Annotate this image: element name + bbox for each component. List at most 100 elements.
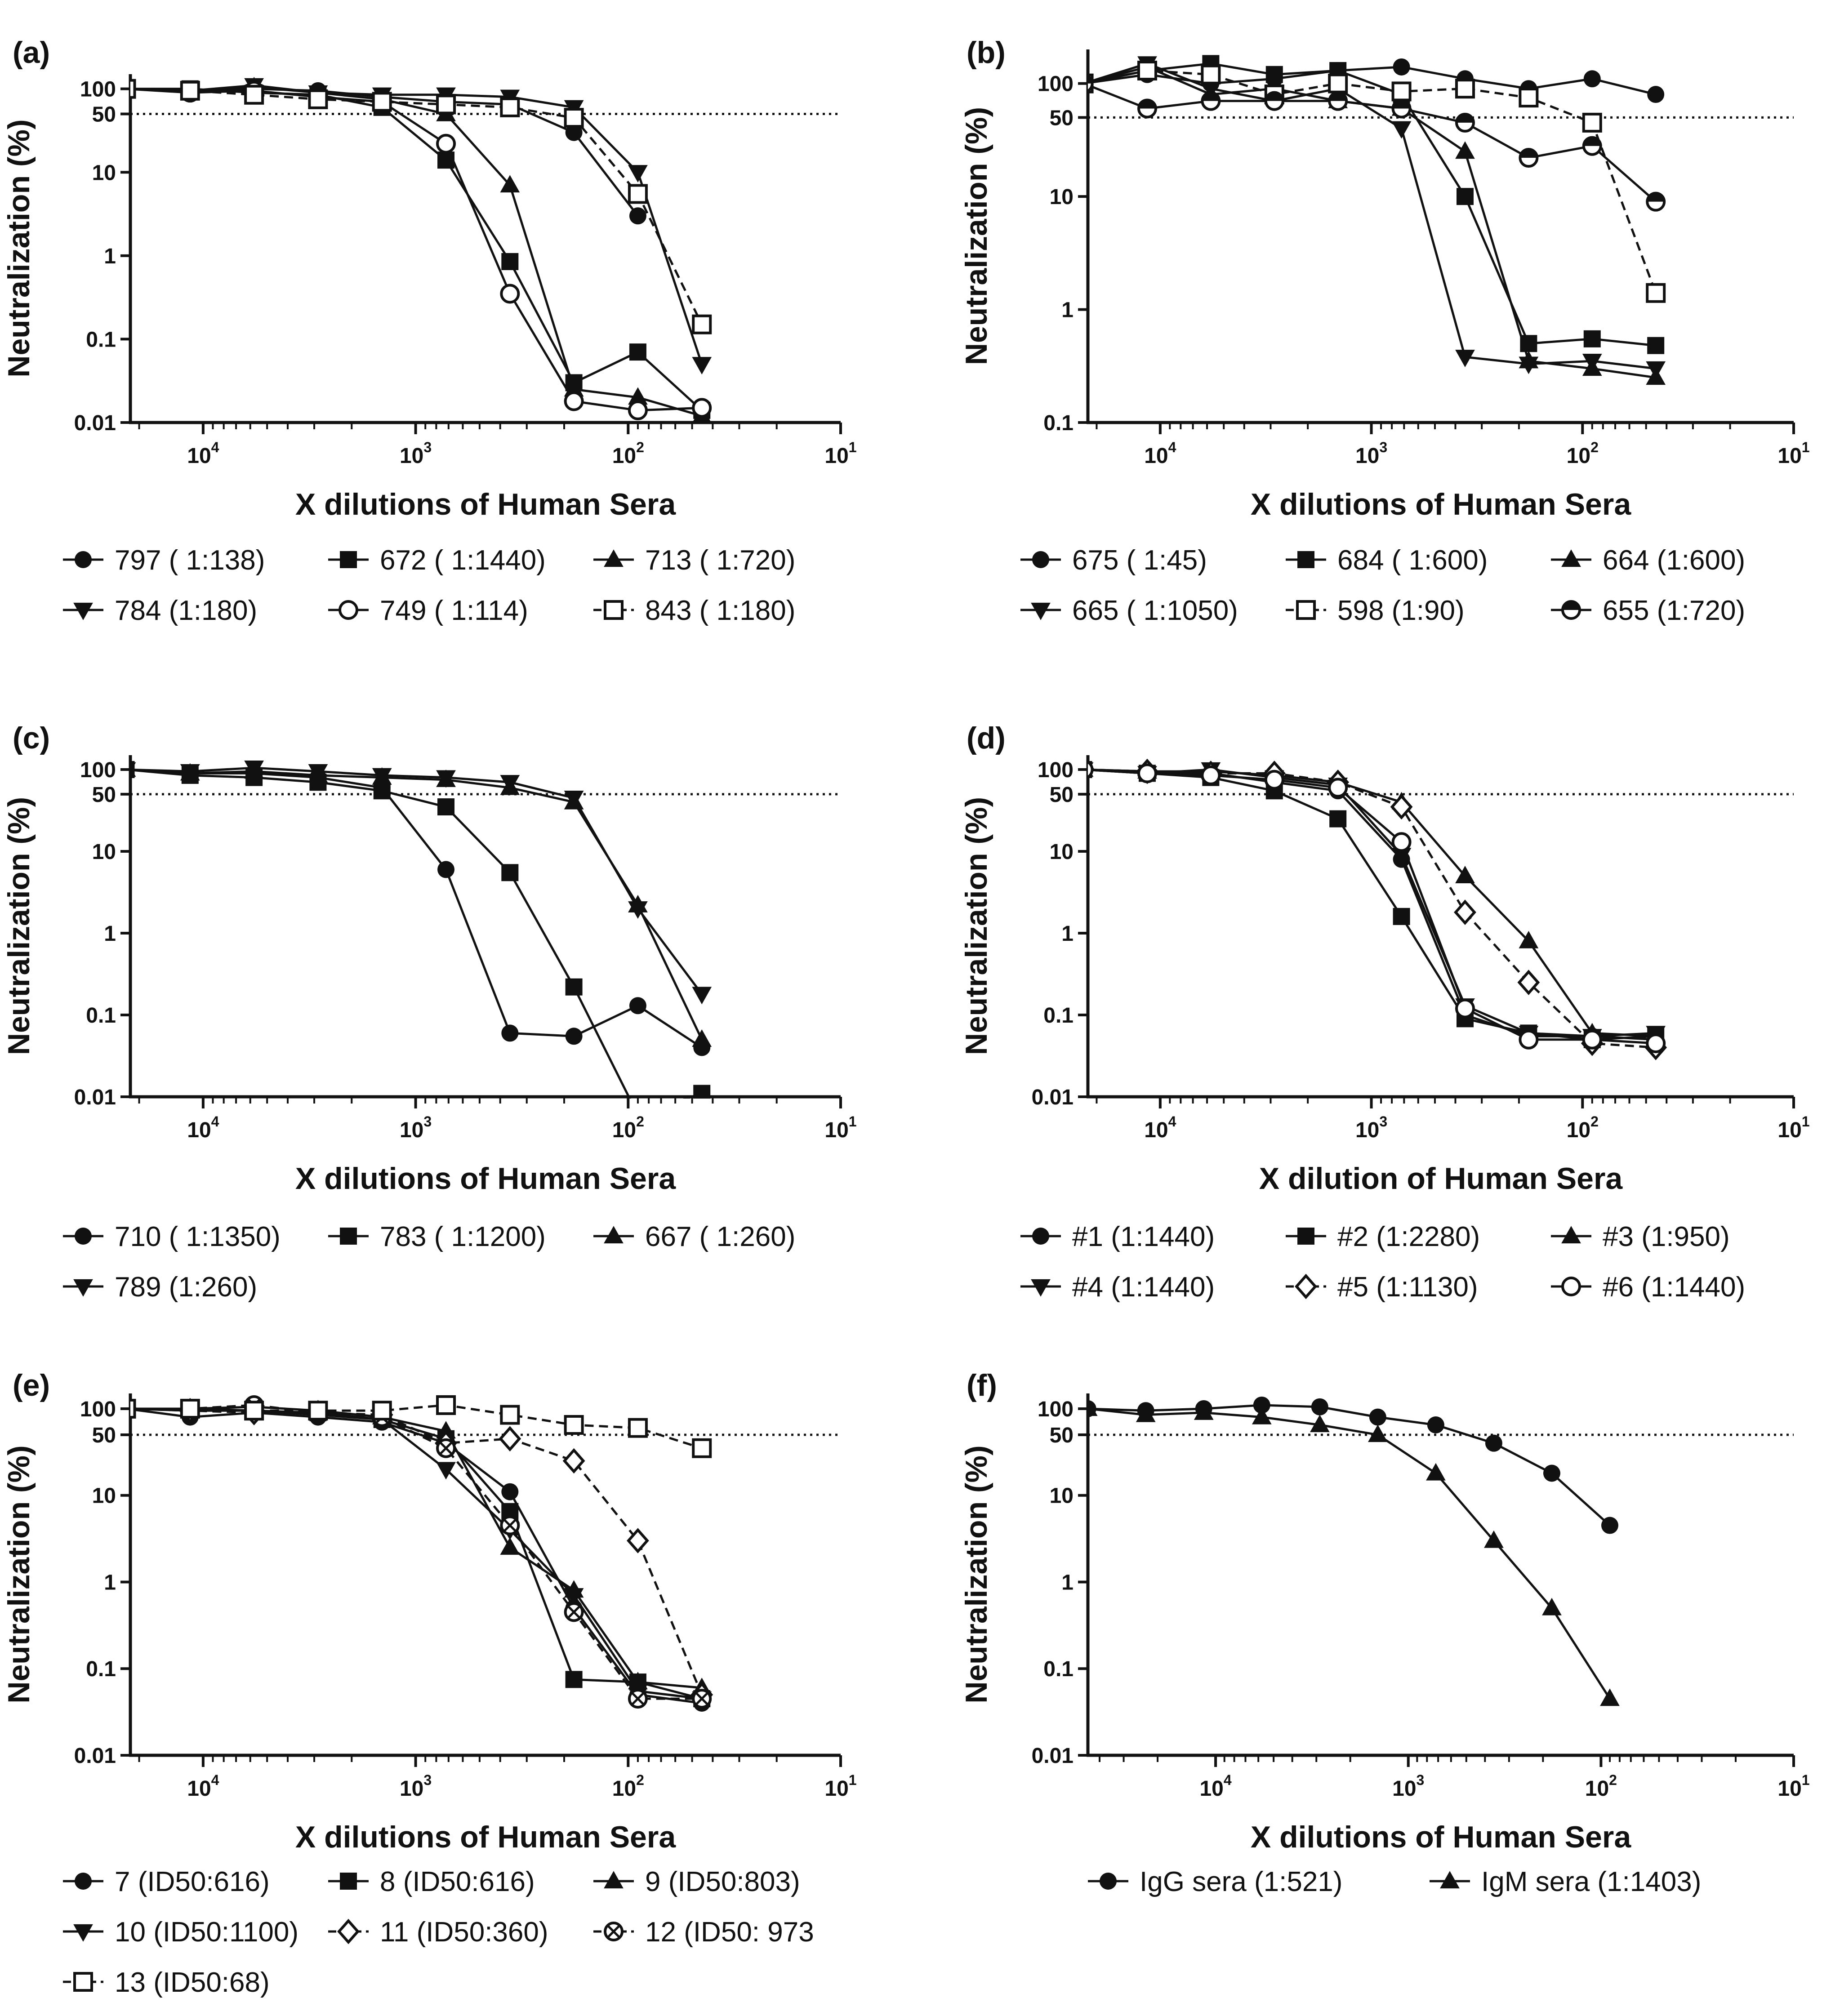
y-tick-label: 50	[1050, 1424, 1074, 1447]
marker-square-open	[1519, 88, 1539, 108]
legend-label: 8 (ID50:616)	[380, 1866, 535, 1897]
marker-square-filled	[565, 978, 583, 996]
marker-circle-cross-x2	[439, 1441, 453, 1455]
y-tick-label: 1	[104, 922, 116, 946]
marker-circle-half-fill	[1647, 193, 1665, 202]
legend-item: #6 (1:1440)	[1551, 1272, 1745, 1303]
marker-circle-filled	[1253, 1396, 1270, 1414]
series-line	[130, 88, 703, 325]
marker-circle-filled	[565, 124, 583, 141]
marker-square-open	[564, 108, 584, 128]
legend-item: 797 ( 1:138)	[63, 545, 265, 576]
marker-triangle-down-filled	[372, 768, 392, 786]
legend-label: 797 ( 1:138)	[115, 545, 265, 576]
marker-circle-half-fill	[1138, 100, 1156, 109]
legend-label: 664 (1:600)	[1603, 545, 1745, 576]
marker-circle-open	[1646, 1033, 1666, 1054]
x-axis-title: X dilutions of Human Sera	[1251, 487, 1631, 521]
marker-triangle-down-filled	[1201, 81, 1221, 99]
marker-square-open	[372, 1401, 392, 1421]
panel-label: (e)	[13, 1368, 50, 1402]
marker-square-filled	[693, 1085, 711, 1099]
marker-square-open	[1455, 79, 1475, 99]
marker-circle-filled	[1369, 1408, 1386, 1426]
series-line	[130, 1407, 702, 1700]
series-line	[1088, 66, 1656, 96]
series-layer	[1088, 758, 1667, 1060]
marker-triangle-up-filled	[500, 1537, 520, 1555]
marker-triangle-up-filled	[1194, 1402, 1214, 1420]
marker-triangle-down-filled	[73, 602, 93, 620]
marker-triangle-down-filled	[1519, 356, 1539, 374]
x-axis-title: X dilutions of Human Sera	[295, 487, 676, 521]
series-layer	[1088, 55, 1666, 385]
legend-label: 789 (1:260)	[115, 1272, 257, 1303]
marker-triangle-up-filled	[1136, 1404, 1156, 1422]
marker-circle-filled	[1647, 86, 1665, 103]
series-line	[130, 766, 703, 995]
x-tick-label: 103	[400, 1772, 432, 1801]
marker-triangle-down-filled	[1031, 602, 1051, 620]
marker-circle-filled	[1393, 58, 1410, 76]
x-tick-label: 102	[612, 1113, 644, 1142]
legend-label: #3 (1:950)	[1603, 1221, 1730, 1252]
legend-item: 783 ( 1:1200)	[328, 1221, 546, 1252]
marker-circle-open	[1561, 1277, 1581, 1296]
x-tick-label: 102	[612, 1772, 644, 1801]
series-layer	[1088, 1396, 1620, 1706]
marker-square-filled	[340, 551, 357, 568]
y-axis-title: Neutralization (%)	[2, 119, 36, 377]
marker-square-open	[500, 1405, 520, 1425]
marker-square-open	[1296, 600, 1316, 620]
marker-square-filled	[1520, 335, 1537, 352]
legend-item: 664 (1:600)	[1551, 545, 1745, 576]
legend-item: 9 (ID50:803)	[593, 1866, 800, 1897]
y-tick-label: 100	[1038, 758, 1074, 782]
legend-item: 675 ( 1:45)	[1020, 545, 1207, 576]
marker-diamond-open	[1295, 1273, 1317, 1299]
marker-triangle-down-filled	[436, 1462, 456, 1480]
panel-label: (c)	[13, 721, 50, 755]
marker-triangle-up-filled	[692, 1029, 712, 1047]
legend-label: 12 (ID50: 973	[645, 1917, 814, 1948]
marker-circle-open	[1455, 998, 1475, 1019]
x-tick-label: 103	[400, 439, 432, 468]
legend-label: #5 (1:1130)	[1337, 1272, 1478, 1303]
x-tick-label: 104	[187, 1772, 219, 1801]
marker-triangle-up-filled	[1484, 1530, 1504, 1548]
x-tick-label: 101	[1777, 439, 1809, 468]
legend-label: 9 (ID50:803)	[645, 1866, 800, 1897]
marker-circle-filled	[501, 1483, 519, 1500]
legend-label: 710 ( 1:1350)	[115, 1221, 281, 1252]
series-line	[130, 1407, 702, 1700]
panel-label: (b)	[967, 36, 1006, 70]
legend-label: 713 ( 1:720)	[645, 545, 795, 576]
y-tick-label: 0.01	[1032, 1744, 1074, 1768]
y-tick-label: 0.01	[74, 1086, 116, 1109]
marker-triangle-down-filled	[1031, 1279, 1051, 1297]
marker-triangle-up-filled	[1519, 930, 1539, 948]
marker-square-filled	[340, 1873, 357, 1890]
marker-circle-filled	[75, 1873, 92, 1890]
marker-triangle-up-filled	[500, 175, 520, 193]
marker-circle-cross-x2	[503, 1518, 517, 1532]
marker-square-filled	[437, 798, 455, 816]
marker-triangle-up-filled	[1426, 1463, 1446, 1481]
y-tick-label: 50	[92, 1424, 116, 1447]
marker-square-open	[1582, 112, 1602, 133]
marker-circle-filled	[1583, 70, 1601, 88]
marker-circle-filled	[501, 1024, 519, 1042]
marker-circle-filled	[75, 1228, 92, 1245]
marker-square-open	[692, 1438, 712, 1458]
legend-item: 13 (ID50:68)	[63, 1967, 270, 1998]
legend-label: IgG sera (1:521)	[1140, 1866, 1342, 1897]
x-tick-label: 102	[612, 439, 644, 468]
marker-diamond-open	[1390, 794, 1413, 820]
marker-circle-half-fill	[1088, 76, 1092, 84]
marker-square-open	[1391, 81, 1412, 102]
marker-square-filled	[1583, 330, 1601, 347]
y-tick-label: 0.1	[1043, 1657, 1074, 1681]
marker-square-open	[308, 1401, 328, 1421]
marker-triangle-down-filled	[130, 762, 136, 772]
marker-circle-open	[1088, 761, 1094, 779]
